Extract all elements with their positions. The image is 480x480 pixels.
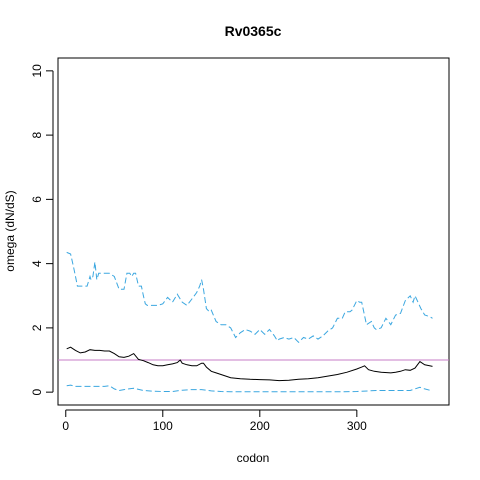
chart-title: Rv0365c [225, 23, 282, 39]
x-tick-label: 200 [250, 419, 270, 433]
plot-frame [57, 57, 450, 406]
y-tick-label: 0 [30, 388, 44, 395]
y-axis-label: omega (dN/dS) [3, 190, 17, 271]
x-axis: 0 100 200 300 [62, 409, 367, 433]
y-tick-label: 8 [30, 131, 44, 138]
y-tick-label: 4 [30, 260, 44, 267]
series-line-upper [66, 251, 433, 344]
data-lines [58, 251, 449, 393]
y-axis: 0 2 4 6 8 10 [30, 64, 54, 395]
x-tick-label: 0 [62, 419, 69, 433]
y-tick-label: 10 [30, 64, 44, 78]
y-tick-label: 2 [30, 324, 44, 331]
y-tick-label: 6 [30, 196, 44, 203]
x-tick-label: 300 [347, 419, 367, 433]
x-tick-label: 100 [153, 419, 173, 433]
series-line-estimate [66, 346, 433, 382]
x-axis-label: codon [237, 451, 270, 465]
series-line-lower [66, 384, 433, 393]
